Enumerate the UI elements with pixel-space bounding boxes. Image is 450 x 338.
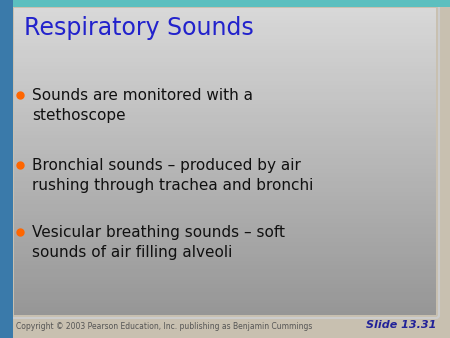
Bar [14,231,436,235]
Bar [14,135,436,139]
Bar [14,100,436,104]
Bar [14,20,436,24]
Bar [14,227,436,231]
Bar [14,69,436,74]
Bar [0,315,450,338]
Bar [14,12,436,16]
Text: Vesicular breathing sounds – soft
sounds of air filling alveoli: Vesicular breathing sounds – soft sounds… [32,225,285,260]
Bar [14,215,436,220]
Bar [14,62,436,66]
Bar [14,292,436,296]
Bar [14,139,436,143]
Bar [14,238,436,243]
Bar [14,73,436,78]
Bar [14,181,436,185]
Bar [14,16,436,20]
Bar [14,146,436,150]
Bar [14,204,436,208]
Bar [14,250,436,254]
Bar [14,177,436,181]
Text: Slide 13.31: Slide 13.31 [365,320,436,330]
Bar [14,284,436,289]
Bar [14,112,436,116]
Bar [14,27,436,31]
Bar [14,304,436,308]
Bar [14,50,436,54]
Bar [14,300,436,304]
Bar [14,265,436,269]
Bar [14,39,436,43]
Bar [14,208,436,212]
Text: Bronchial sounds – produced by air
rushing through trachea and bronchi: Bronchial sounds – produced by air rushi… [32,158,313,193]
Text: Respiratory Sounds: Respiratory Sounds [24,16,254,40]
Bar [14,288,436,292]
Bar [14,81,436,85]
Bar [0,0,13,338]
Bar [14,150,436,154]
Bar [14,154,436,158]
Bar [14,54,436,58]
Bar [14,104,436,108]
Bar [14,165,436,170]
Bar [14,196,436,200]
Text: Copyright © 2003 Pearson Education, Inc. publishing as Benjamin Cummings: Copyright © 2003 Pearson Education, Inc.… [16,322,312,331]
Bar [14,23,436,28]
Bar [14,158,436,162]
Bar [14,127,436,131]
Bar [14,219,436,223]
Bar [14,31,436,35]
Bar [14,281,436,285]
Bar [14,92,436,97]
Bar [14,254,436,258]
Bar [14,162,436,166]
Bar [14,173,436,177]
Bar [14,8,436,13]
Bar [14,142,436,147]
Bar [14,131,436,135]
Bar [14,77,436,81]
Text: Sounds are monitored with a
stethoscope: Sounds are monitored with a stethoscope [32,88,253,123]
Bar [14,58,436,62]
Bar [14,85,436,89]
Bar [0,0,450,7]
Bar [14,119,436,124]
Bar [14,43,436,47]
Bar [14,116,436,120]
Bar [14,311,436,315]
Bar [14,185,436,189]
Bar [14,89,436,93]
Bar [14,35,436,39]
Bar [14,261,436,266]
Bar [14,242,436,246]
Bar [14,223,436,227]
Bar [14,108,436,112]
Bar [14,269,436,273]
Bar [14,188,436,193]
Bar [14,235,436,239]
Bar [14,192,436,196]
Bar [14,276,436,281]
Bar [14,296,436,300]
Bar [14,258,436,262]
Bar [14,307,436,312]
Bar [14,246,436,250]
Bar [14,46,436,51]
Bar [14,123,436,127]
Bar [14,211,436,216]
Bar [14,200,436,204]
Bar [14,66,436,70]
Bar [14,96,436,101]
Bar [14,273,436,277]
Bar [14,169,436,173]
